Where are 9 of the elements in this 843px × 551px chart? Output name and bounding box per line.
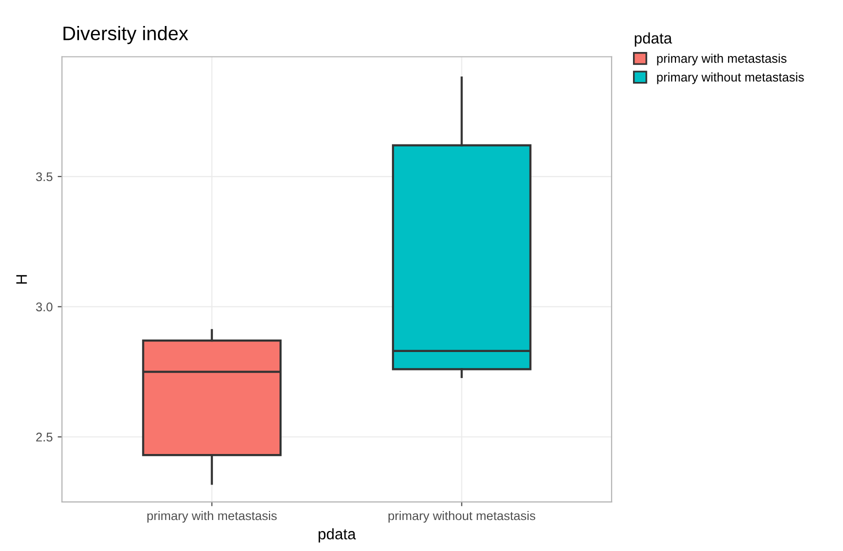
chart-title: Diversity index: [64, 26, 188, 44]
y-tick-label: 3.5: [36, 172, 52, 182]
legend-label: primary with metastasis: [657, 54, 786, 66]
y-tick-label: 3.0: [36, 302, 52, 312]
y-tick-label: 2.5: [36, 432, 52, 442]
x-axis-title: pdata: [318, 528, 356, 542]
legend-label: primary without metastasis: [657, 72, 804, 84]
legend-title: pdata: [634, 32, 672, 47]
y-axis-title: H: [16, 275, 27, 284]
